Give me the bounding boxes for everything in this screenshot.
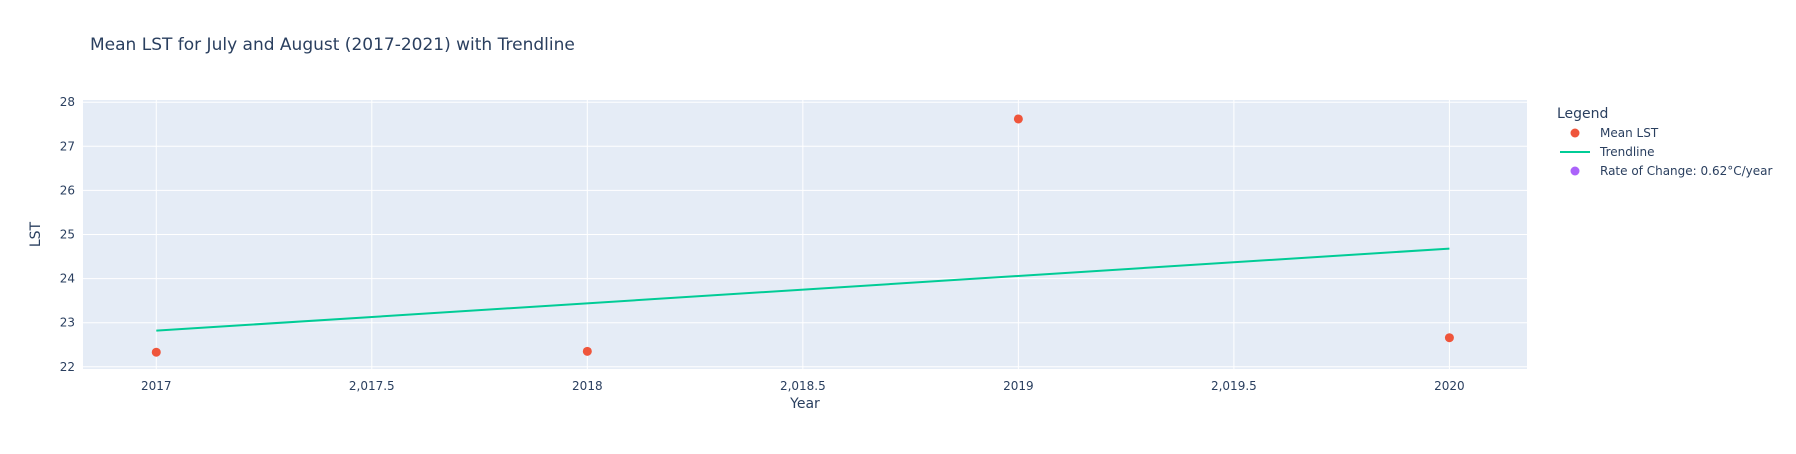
legend-item[interactable]: Trendline	[1560, 145, 1655, 159]
legend-label: Trendline	[1599, 145, 1655, 159]
legend-label: Rate of Change: 0.62°C/year	[1600, 164, 1772, 178]
legend-items[interactable]: Mean LST Trendline Rate of Change: 0.62°C/…	[1560, 126, 1772, 178]
data-point-2019	[1013, 114, 1023, 124]
x-tick-label: 2,019.5	[1211, 379, 1257, 393]
legend[interactable]: Legend Mean LST Trendline Rate of Change: …	[1557, 106, 1772, 178]
chart-title: Mean LST for July and August (2017-2021)…	[90, 35, 575, 55]
x-tick-label: 2,017.5	[349, 379, 395, 393]
x-tick-label: 2019	[1003, 379, 1034, 393]
legend-item[interactable]: Rate of Change: 0.62°C/year	[1570, 164, 1773, 178]
x-axis-label: Year	[789, 396, 820, 412]
x-tick-label: 2018	[572, 379, 603, 393]
x-tick-label: 2017	[141, 379, 172, 393]
data-point-2017	[151, 347, 161, 357]
legend-title: Legend	[1557, 106, 1608, 122]
y-tick-label: 26	[60, 183, 75, 197]
y-tick-label: 28	[60, 95, 75, 109]
grid-lines	[83, 100, 1527, 369]
x-tick-label: 2020	[1434, 379, 1465, 393]
trendline	[156, 247, 1450, 332]
y-axis-label: LST	[28, 221, 44, 247]
y-tick-label: 23	[60, 316, 75, 330]
legend-item[interactable]: Mean LST	[1570, 126, 1659, 140]
data-point-2020	[1444, 333, 1454, 343]
data-points-layer	[151, 114, 1454, 357]
trendline-layer	[156, 247, 1450, 332]
tick-labels: 22 23 24 25 26 27 28 2017 2,017.5 2018 2,018.5 2019…	[60, 95, 1465, 393]
legend-marker-swatch	[1570, 166, 1580, 176]
x-tick-label: 2,018.5	[780, 379, 826, 393]
data-point-2018	[582, 346, 592, 356]
y-tick-label: 25	[60, 228, 75, 242]
legend-label: Mean LST	[1600, 126, 1659, 140]
y-tick-label: 24	[60, 272, 75, 286]
y-tick-label: 27	[60, 139, 75, 153]
y-tick-label: 22	[60, 360, 75, 374]
legend-marker-swatch	[1570, 128, 1580, 138]
